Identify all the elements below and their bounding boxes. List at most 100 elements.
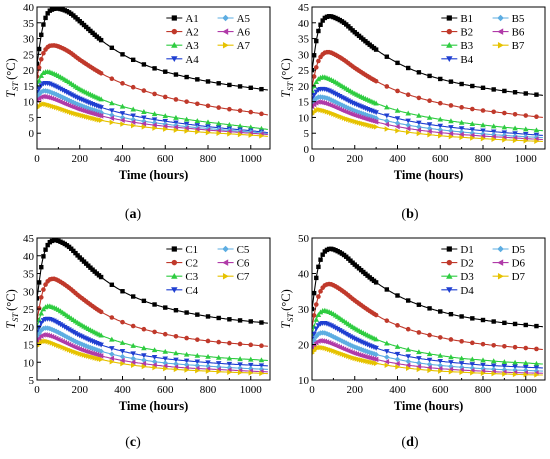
data-point-A2 [237, 108, 243, 113]
data-point-A3 [98, 96, 104, 102]
x-tick-label: 0 [34, 153, 40, 165]
data-point-C4 [109, 346, 115, 352]
data-point-B2 [470, 106, 475, 112]
legend-label: A5 [237, 13, 251, 25]
y-tick-label: 25 [23, 49, 35, 61]
data-point-D6 [426, 364, 432, 371]
data-point-C7 [237, 369, 243, 376]
x-axis-label: Time (hours) [119, 399, 189, 413]
data-point-A7 [216, 130, 222, 136]
data-point-B6 [469, 132, 475, 139]
series-D7 [312, 344, 543, 378]
x-tick-label: 800 [200, 153, 217, 165]
legend-label: A7 [237, 40, 251, 52]
data-point-B2 [512, 111, 518, 117]
data-point-D2 [316, 294, 321, 299]
data-point-B3 [312, 87, 315, 93]
x-tick-label: 600 [157, 384, 174, 396]
data-point-B1 [405, 65, 411, 71]
x-tick-label: 400 [114, 153, 131, 165]
data-point-C4 [55, 321, 62, 326]
series-A2 [37, 43, 268, 117]
legend-marker-C4 [171, 287, 178, 294]
data-point-D1 [427, 306, 432, 311]
legend-marker-A7 [222, 41, 229, 49]
data-point-D3 [394, 343, 401, 349]
data-point-B1 [373, 47, 379, 52]
data-point-B4 [405, 118, 411, 124]
data-point-B1 [314, 38, 319, 44]
data-point-A1 [37, 46, 42, 52]
data-point-D3 [490, 358, 497, 364]
data-point-D3 [480, 357, 486, 363]
legend-marker-A5 [222, 14, 229, 22]
data-point-A3 [151, 111, 158, 117]
data-point-B2 [437, 100, 443, 106]
data-point-D1 [318, 257, 323, 262]
data-point-B4 [394, 116, 401, 122]
data-point-D2 [373, 312, 379, 318]
data-point-B7 [438, 132, 444, 139]
data-point-A1 [98, 37, 104, 43]
data-point-D6 [437, 365, 443, 372]
x-tick-label: 800 [475, 153, 492, 165]
data-point-C4 [173, 357, 179, 363]
data-point-C6 [119, 357, 125, 364]
data-point-A6 [151, 122, 157, 128]
data-point-C7 [98, 356, 104, 363]
data-point-B1 [470, 83, 475, 89]
data-point-C2 [216, 339, 222, 345]
data-point-A4 [119, 111, 126, 117]
data-point-B7 [512, 137, 518, 144]
data-point-D3 [512, 359, 518, 365]
x-tick-label: 400 [389, 384, 406, 396]
legend-label: D4 [460, 285, 474, 297]
data-point-C3 [38, 310, 45, 316]
legend-item-C6: C6 [217, 258, 250, 270]
legend-label: D5 [512, 244, 526, 256]
data-point-D7 [470, 369, 476, 376]
y-tick-label: 30 [23, 34, 35, 46]
legend-marker-A4 [171, 56, 178, 63]
data-point-D4 [458, 361, 465, 367]
data-point-C1 [184, 310, 189, 315]
data-point-C3 [237, 356, 243, 362]
x-tick-label: 600 [432, 384, 449, 396]
data-point-A2 [259, 111, 264, 117]
data-point-A5 [81, 103, 87, 110]
legend-item-A4: A4 [166, 54, 199, 66]
legend-marker-D1 [446, 246, 452, 252]
data-point-C7 [163, 365, 169, 372]
legend-item-D3: D3 [441, 271, 474, 283]
data-point-C7 [259, 370, 265, 377]
legend-label: A1 [185, 13, 198, 25]
data-point-D3 [501, 359, 508, 365]
data-point-B3 [523, 126, 529, 132]
data-point-C1 [98, 274, 104, 280]
data-point-D3 [373, 336, 379, 342]
series-B3 [312, 74, 543, 133]
data-point-C2 [152, 329, 157, 335]
data-point-A6 [173, 124, 179, 131]
data-point-A1 [184, 74, 189, 80]
data-point-D7 [534, 372, 540, 378]
data-point-C2 [41, 287, 46, 292]
data-point-A7 [184, 128, 190, 134]
data-point-D4 [501, 363, 508, 369]
data-point-B4 [416, 120, 422, 126]
data-point-D3 [469, 356, 476, 362]
data-point-C4 [68, 328, 74, 334]
data-point-A2 [37, 65, 42, 70]
data-point-A4 [141, 115, 147, 121]
y-tick-label: 15 [23, 340, 35, 352]
data-point-B2 [427, 98, 432, 104]
y-tick-label: 5 [29, 112, 35, 124]
data-point-D4 [469, 362, 476, 368]
data-point-A1 [248, 85, 253, 90]
data-point-B2 [405, 92, 411, 97]
legend-label: A4 [185, 54, 199, 66]
data-point-B7 [384, 126, 390, 132]
panel-label: (a) [125, 207, 142, 222]
y-tick-label: 25 [23, 304, 35, 316]
data-point-C6 [130, 359, 136, 365]
